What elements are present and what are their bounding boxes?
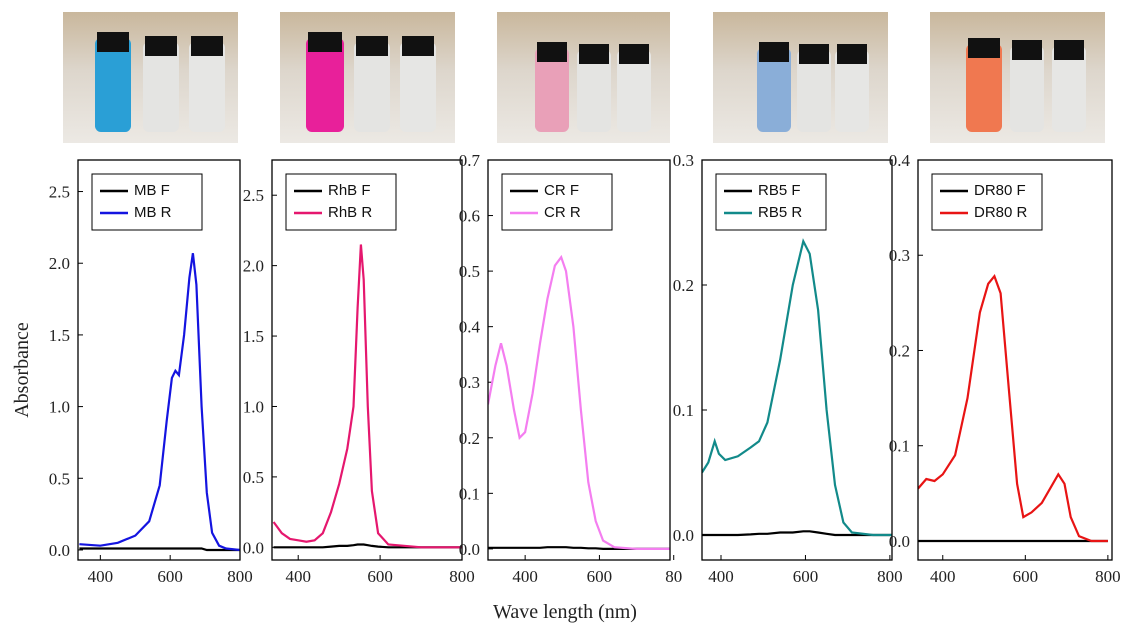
x-tick-label: 400 xyxy=(285,567,311,586)
photo xyxy=(280,12,455,143)
y-tick-label: 2.5 xyxy=(243,186,264,205)
series-line xyxy=(488,257,670,549)
x-tick-label: 600 xyxy=(157,567,183,586)
photo xyxy=(63,12,238,143)
legend-label: MB F xyxy=(134,182,170,199)
y-tick-label: 0.5 xyxy=(459,262,480,281)
y-tick-label: 0.3 xyxy=(673,151,694,170)
y-tick-label: 0.0 xyxy=(889,532,910,551)
y-tick-label: 1.5 xyxy=(49,326,70,345)
legend-label: MB R xyxy=(134,204,172,221)
x-tick-label: 400 xyxy=(930,567,956,586)
y-tick-label: 0.0 xyxy=(243,538,264,557)
legend-label: RhB R xyxy=(328,204,372,221)
legend-label: CR R xyxy=(544,204,581,221)
series-line xyxy=(79,549,240,551)
series-line xyxy=(918,276,1108,541)
y-tick-label: 2.0 xyxy=(243,257,264,276)
y-tick-label: 0.7 xyxy=(459,151,481,170)
y-tick-label: 0.5 xyxy=(49,469,70,488)
x-tick-label: 400 xyxy=(708,567,734,586)
y-tick-label: 0.2 xyxy=(889,341,910,360)
x-tick-label: 800 xyxy=(877,567,903,586)
x-tick-label: 600 xyxy=(1013,567,1039,586)
figure: Absorbance Wave length (nm) 0.0 0.5 1.0 1.5… xyxy=(0,0,1130,631)
y-tick-label: 1.0 xyxy=(243,397,264,416)
panel: 0.0 0.5 1.0 1.5 2.0 2.5 400 600 800 RhB F RhB R xyxy=(243,160,475,586)
y-tick-label: 0.6 xyxy=(459,207,480,226)
photo xyxy=(930,12,1105,143)
y-tick-label: 0.2 xyxy=(459,429,480,448)
y-tick-label: 0.1 xyxy=(889,437,910,456)
legend-label: DR80 F xyxy=(974,182,1026,199)
y-tick-label: 0.0 xyxy=(459,540,480,559)
x-tick-label: 400 xyxy=(88,567,114,586)
panel: 0.0 0.1 0.2 0.3 0.4 400 600 800 DR80 F DR80 R xyxy=(889,151,1121,586)
y-tick-label: 0.0 xyxy=(673,526,694,545)
series-line xyxy=(274,245,462,548)
legend-label: CR F xyxy=(544,182,579,199)
panel: 0.0 0.1 0.2 0.3 0.4 0.5 0.6 0.7 400 600 80 CR F CR R xyxy=(459,151,682,586)
series-line xyxy=(702,241,892,535)
y-tick-label: 2.5 xyxy=(49,183,70,202)
x-tick-label: 600 xyxy=(367,567,393,586)
y-tick-label: 2.0 xyxy=(49,254,70,273)
x-tick-label: 400 xyxy=(512,567,538,586)
x-tick-label: 800 xyxy=(1095,567,1121,586)
y-tick-label: 0.5 xyxy=(243,468,264,487)
y-tick-label: 0.1 xyxy=(459,484,480,503)
y-tick-label: 0.0 xyxy=(49,541,70,560)
x-tick-label: 800 xyxy=(449,567,475,586)
y-tick-label: 0.1 xyxy=(673,401,694,420)
y-tick-label: 0.4 xyxy=(459,318,481,337)
x-axis-label: Wave length (nm) xyxy=(493,601,637,623)
panel: 0.0 0.1 0.2 0.3 400 600 800 RB5 F RB5 R xyxy=(673,151,903,586)
panel: 0.0 0.5 1.0 1.5 2.0 2.5 400 600 800 MB F MB R xyxy=(49,160,253,586)
legend-label: RhB F xyxy=(328,182,371,199)
y-tick-label: 0.2 xyxy=(673,276,694,295)
y-tick-label: 1.0 xyxy=(49,398,70,417)
legend-label: RB5 F xyxy=(758,182,801,199)
legend-label: DR80 R xyxy=(974,204,1028,221)
y-axis-label: Absorbance xyxy=(11,322,33,418)
y-tick-label: 1.5 xyxy=(243,327,264,346)
x-tick-label: 800 xyxy=(227,567,253,586)
y-tick-label: 0.4 xyxy=(889,151,911,170)
photos xyxy=(63,12,1105,143)
legend-label: RB5 R xyxy=(758,204,802,221)
photo xyxy=(497,12,670,143)
y-tick-label: 0.3 xyxy=(459,373,480,392)
x-tick-label: 600 xyxy=(793,567,819,586)
photo xyxy=(713,12,888,143)
series-line xyxy=(79,253,240,550)
y-tick-label: 0.3 xyxy=(889,246,910,265)
x-tick-label: 80 xyxy=(665,567,682,586)
x-tick-label: 600 xyxy=(587,567,613,586)
